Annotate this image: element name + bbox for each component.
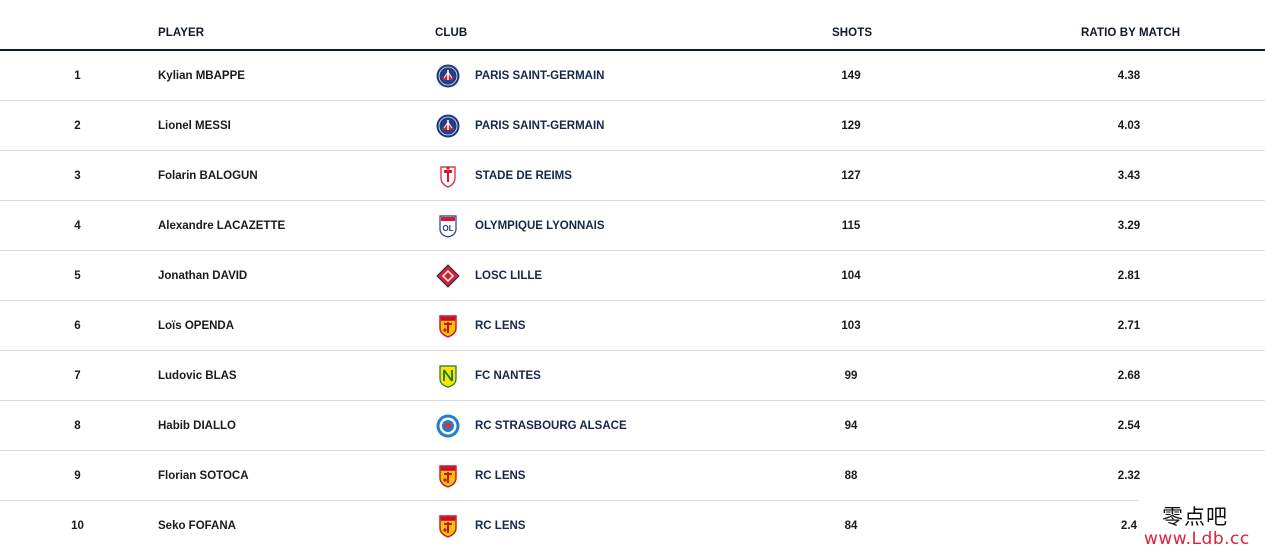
player-name[interactable]: Kylian MBAPPE [158,70,245,82]
rank-cell: 6 [74,320,81,332]
table-row[interactable]: 8 Habib DIALLO RC STRASBOURG ALSACE 94 2.54 [0,401,1265,451]
lens-crest-icon[interactable] [436,464,460,488]
ratio-cell: 4.38 [1117,70,1141,82]
table-row[interactable]: 1 Kylian MBAPPE PARIS SAINT-GERMAIN 149 4.38 [0,51,1265,101]
ratio-cell: 3.43 [1117,170,1141,182]
shots-cell: 99 [844,370,858,382]
rank-cell: 3 [74,170,81,182]
rank-cell: 9 [74,470,81,482]
player-name[interactable]: Folarin BALOGUN [158,170,258,182]
table-row[interactable]: 5 Jonathan DAVID LOSC LILLE 104 2.81 [0,251,1265,301]
club-name-link[interactable]: FC NANTES [475,370,541,382]
ratio-cell: 4.03 [1117,120,1141,132]
nantes-crest-icon[interactable] [436,364,460,388]
club-name-link[interactable]: STADE DE REIMS [475,170,572,182]
club-name-link[interactable]: PARIS SAINT-GERMAIN [475,120,605,132]
table-row[interactable]: 3 Folarin BALOGUN STADE DE REIMS 127 3.43 [0,151,1265,201]
rank-cell: 2 [74,120,81,132]
ratio-cell: 2.68 [1117,370,1141,382]
ratio-cell: 2.71 [1117,320,1141,332]
table-row[interactable]: 10 Seko FOFANA RC LENS 84 2.4 [0,501,1265,550]
player-name[interactable]: Seko FOFANA [158,520,236,532]
header-player[interactable]: PLAYER [158,27,205,39]
rank-cell: 7 [74,370,81,382]
shots-cell: 103 [841,320,861,332]
shots-cell: 88 [844,470,858,482]
header-ratio-by-match[interactable]: RATIO BY MATCH [1081,27,1181,39]
club-name-link[interactable]: PARIS SAINT-GERMAIN [475,70,605,82]
club-name-link[interactable]: RC LENS [475,320,526,332]
club-name-link[interactable]: RC LENS [475,520,526,532]
club-name-link[interactable]: RC STRASBOURG ALSACE [475,420,627,432]
player-name[interactable]: Lionel MESSI [158,120,231,132]
header-club[interactable]: CLUB [435,27,468,39]
player-name[interactable]: Loïs OPENDA [158,320,235,332]
watermark-url: www.Ldb.cc [1144,529,1250,549]
lens-crest-icon[interactable] [436,514,460,538]
table-row[interactable]: 7 Ludovic BLAS FC NANTES 99 2.68 [0,351,1265,401]
table-header: PLAYER CLUB SHOTS RATIO BY MATCH [0,0,1265,51]
strasbourg-crest-icon[interactable] [436,414,460,438]
shots-cell: 115 [841,220,861,232]
ratio-cell: 2.54 [1117,420,1141,432]
lens-crest-icon[interactable] [436,314,460,338]
player-name[interactable]: Jonathan DAVID [158,270,248,282]
rank-cell: 8 [74,420,81,432]
player-name[interactable]: Florian SOTOCA [158,470,249,482]
club-name-link[interactable]: LOSC LILLE [475,270,543,282]
shots-cell: 104 [841,270,861,282]
psg-crest-icon[interactable] [436,114,460,138]
ratio-cell: 2.32 [1117,470,1141,482]
ratio-cell: 2.81 [1117,270,1141,282]
shots-cell: 129 [841,120,861,132]
player-name[interactable]: Alexandre LACAZETTE [158,220,286,232]
shots-cell: 84 [844,520,858,532]
table-row[interactable]: 9 Florian SOTOCA RC LENS 88 2.32 [0,451,1265,501]
club-name-link[interactable]: RC LENS [475,470,526,482]
rank-cell: 4 [74,220,81,232]
table-row[interactable]: 2 Lionel MESSI PARIS SAINT-GERMAIN 129 4.03 [0,101,1265,151]
watermark: 零点吧 www.Ldb.cc [1138,498,1265,550]
player-name[interactable]: Habib DIALLO [158,420,236,432]
rank-cell: 10 [71,520,84,532]
rank-cell: 5 [74,270,81,282]
reims-crest-icon[interactable] [436,164,460,188]
table-row[interactable]: 4 Alexandre LACAZETTE OL OLYMPIQUE LYONNAIS… [0,201,1265,251]
shots-cell: 149 [841,70,861,82]
player-name[interactable]: Ludovic BLAS [158,370,237,382]
header-shots[interactable]: SHOTS [832,27,873,39]
rank-cell: 1 [74,70,81,82]
psg-crest-icon[interactable] [436,64,460,88]
table-row[interactable]: 6 Loïs OPENDA RC LENS 103 2.71 [0,301,1265,351]
watermark-chinese-text: 零点吧 [1162,505,1228,529]
lyon-crest-icon[interactable]: OL [436,214,460,238]
club-name-link[interactable]: OLYMPIQUE LYONNAIS [475,220,605,232]
shots-cell: 94 [844,420,858,432]
lille-crest-icon[interactable] [436,264,460,288]
svg-text:OL: OL [442,224,453,233]
ratio-cell: 2.4 [1121,520,1137,532]
shots-cell: 127 [841,170,861,182]
ratio-cell: 3.29 [1117,220,1141,232]
